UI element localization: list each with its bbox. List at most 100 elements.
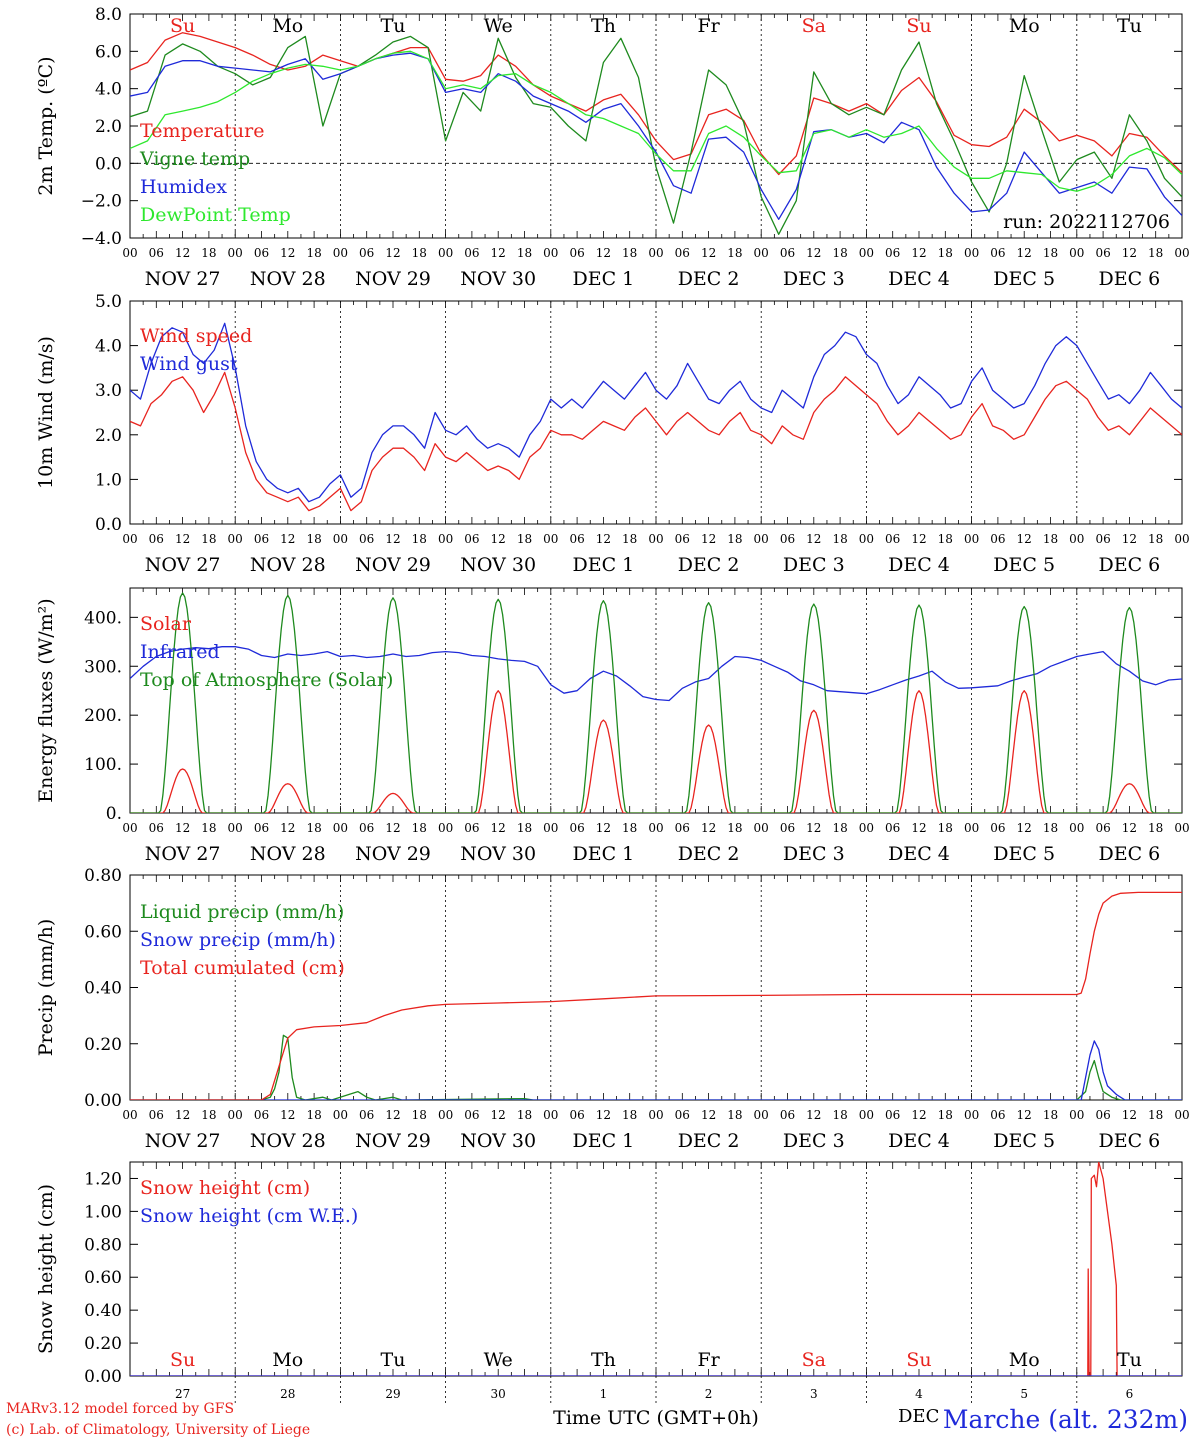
hour-tick-label: 12 [1017, 246, 1032, 260]
hour-tick-label: 00 [438, 1108, 453, 1122]
date-label: NOV 29 [355, 554, 431, 576]
hour-tick-label: 00 [438, 821, 453, 835]
hour-tick-label: 18 [622, 821, 637, 835]
date-label: DEC 1 [573, 843, 635, 865]
hour-tick-label: 12 [385, 1108, 400, 1122]
hour-tick-label: 18 [727, 246, 742, 260]
day-of-week-label: Su [906, 1349, 931, 1371]
hour-tick-label: 18 [1043, 1108, 1058, 1122]
hour-tick-label: 06 [885, 1108, 900, 1122]
y-tick-label: 1.20 [84, 1169, 122, 1189]
series-line-humidex [130, 52, 1182, 220]
hour-tick-label: 00 [648, 532, 663, 546]
hour-tick-label: 06 [780, 821, 795, 835]
series-line-liquid-precip-mm-h- [130, 1034, 1182, 1100]
hour-tick-label: 12 [175, 1108, 190, 1122]
hour-tick-label: 12 [1122, 246, 1137, 260]
hour-tick-label: 06 [464, 246, 479, 260]
date-number-label: 1 [600, 1387, 608, 1401]
y-tick-label: 0.00 [84, 1367, 122, 1387]
day-of-week-label: Fr [697, 15, 720, 37]
y-tick-label: 400. [84, 608, 122, 628]
date-number-label: 30 [491, 1387, 506, 1401]
hour-tick-label: 00 [1069, 821, 1084, 835]
date-label: DEC 1 [573, 268, 635, 290]
hour-tick-label: 12 [385, 821, 400, 835]
hour-tick-label: 18 [727, 532, 742, 546]
hour-tick-label: 06 [569, 1108, 584, 1122]
hour-tick-label: 12 [175, 246, 190, 260]
legend-entry: Snow height (cm W.E.) [140, 1205, 358, 1227]
hour-tick-label: 12 [806, 246, 821, 260]
day-of-week-label: Th [591, 1349, 616, 1371]
hour-tick-label: 06 [464, 1108, 479, 1122]
hour-tick-label: 12 [491, 246, 506, 260]
day-of-week-label: Mo [1009, 1349, 1040, 1371]
date-number-label: 5 [1020, 1387, 1028, 1401]
legend-entry: Vigne temp [139, 148, 250, 170]
hour-tick-label: 00 [1174, 821, 1189, 835]
date-label: DEC 1 [573, 554, 635, 576]
date-number-label: 29 [385, 1387, 400, 1401]
day-of-week-label: We [484, 15, 513, 37]
date-label: DEC 2 [678, 1130, 740, 1152]
hour-tick-label: 18 [1043, 246, 1058, 260]
hour-tick-label: 06 [780, 1108, 795, 1122]
hour-tick-label: 06 [675, 1108, 690, 1122]
panel-5: 1.20 1.00 0.80 0.60 0.40 0.20 0.00 Snow height … [35, 1161, 1183, 1429]
day-of-week-label: Su [170, 15, 195, 37]
y-tick-label: 0.20 [84, 1334, 122, 1354]
hour-tick-label: 12 [806, 1108, 821, 1122]
hour-tick-label: 12 [385, 532, 400, 546]
y-tick-label: 6.0 [95, 42, 122, 62]
day-of-week-label: Su [170, 1349, 195, 1371]
legend-entry: Humidex [140, 176, 227, 198]
series-line-snow-precip-mm-h- [130, 1040, 1182, 1100]
hour-tick-label: 00 [754, 246, 769, 260]
hour-tick-label: 18 [938, 532, 953, 546]
hour-tick-label: 12 [1122, 821, 1137, 835]
hour-tick-label: 18 [727, 821, 742, 835]
hour-tick-label: 18 [201, 821, 216, 835]
y-tick-label: −2.0 [81, 192, 122, 212]
date-label: NOV 29 [355, 843, 431, 865]
hour-tick-label: 06 [254, 821, 269, 835]
hour-tick-label: 00 [122, 246, 137, 260]
series-group [130, 32, 1182, 235]
date-label: NOV 30 [460, 554, 536, 576]
hour-tick-label: 12 [280, 821, 295, 835]
date-number-label: 2 [705, 1387, 713, 1401]
hour-tick-label: 18 [412, 246, 427, 260]
date-label: NOV 29 [355, 1130, 431, 1152]
series-group [130, 322, 1182, 512]
legend-entry: Wind speed [140, 325, 252, 347]
day-of-week-label: Sa [802, 15, 826, 37]
date-label: NOV 28 [250, 554, 326, 576]
hour-tick-label: 18 [938, 821, 953, 835]
date-label: NOV 28 [250, 268, 326, 290]
hour-tick-label: 00 [964, 1108, 979, 1122]
series-line-top-of-atmosphere-solar- [130, 592, 1182, 813]
hour-tick-label: 18 [938, 246, 953, 260]
y-tick-label: 2.0 [95, 426, 122, 446]
hour-tick-label: 06 [149, 1108, 164, 1122]
day-of-week-label: Su [906, 15, 931, 37]
hour-tick-label: 12 [1017, 821, 1032, 835]
y-tick-label: 0. [106, 804, 122, 824]
hour-tick-label: 00 [754, 532, 769, 546]
hour-tick-label: 12 [175, 821, 190, 835]
legend-entry: Liquid precip (mm/h) [140, 901, 344, 923]
hour-tick-label: 18 [412, 821, 427, 835]
series-line-wind-gust [130, 322, 1182, 503]
date-label: DEC 2 [678, 554, 740, 576]
hour-tick-label: 06 [149, 821, 164, 835]
y-axis-label: 2m Temp. (ºC) [35, 56, 57, 195]
hour-tick-label: 00 [964, 821, 979, 835]
hour-tick-label: 12 [596, 246, 611, 260]
hour-tick-label: 18 [412, 1108, 427, 1122]
hour-tick-label: 00 [228, 532, 243, 546]
hour-tick-label: 18 [622, 246, 637, 260]
hour-tick-label: 18 [201, 532, 216, 546]
date-label: DEC 4 [888, 843, 950, 865]
date-label: DEC 3 [783, 268, 845, 290]
